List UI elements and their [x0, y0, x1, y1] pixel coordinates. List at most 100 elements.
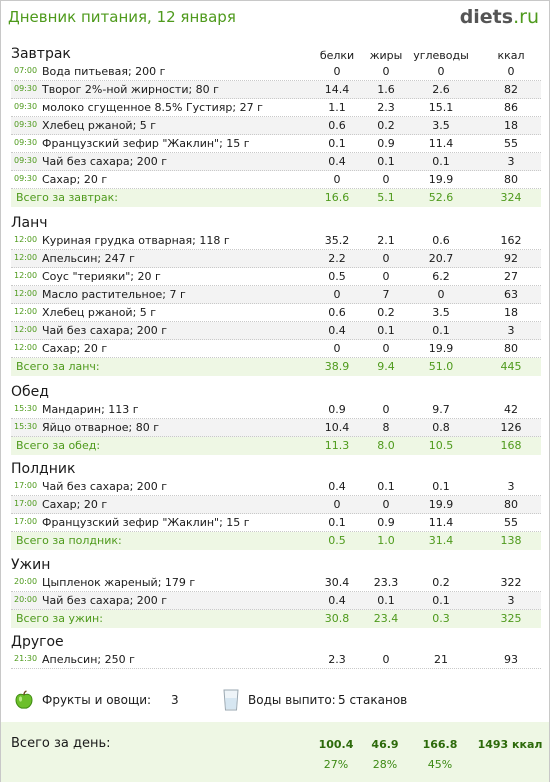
food-name[interactable]: Апельсин; 250 г: [42, 653, 135, 666]
fruits-value: 3: [171, 693, 179, 707]
food-row[interactable]: 07:00 Вода питьевая; 200 г 0 0 0 0: [11, 63, 541, 81]
food-carbs: 0.1: [432, 480, 450, 493]
food-name[interactable]: молоко сгущенное 8.5% Густияр; 27 г: [42, 101, 263, 114]
day-total-panel: Всего за день: 100.4 46.9 166.8 1493 кка…: [1, 722, 549, 782]
food-name[interactable]: Вода питьевая; 200 г: [42, 65, 166, 78]
water-glass-icon: [223, 689, 239, 711]
food-row[interactable]: 09:30 Чай без сахара; 200 г 0.4 0.1 0.1 3: [11, 153, 541, 171]
food-protein: 14.4: [324, 83, 350, 96]
meal-total-kcal: 324: [500, 191, 522, 204]
meal-total-kcal: 445: [500, 360, 522, 373]
food-row[interactable]: 12:00 Чай без сахара; 200 г 0.4 0.1 0.1 3: [11, 322, 541, 340]
food-time: 12:00: [14, 271, 38, 280]
food-fat: 0.9: [377, 516, 395, 529]
food-row[interactable]: 21:30 Апельсин; 250 г 2.3 0 21 93: [11, 651, 541, 669]
site-logo[interactable]: diets.ru: [460, 6, 539, 28]
meal-title: Ужин: [11, 557, 51, 573]
food-kcal: 80: [504, 498, 518, 511]
food-name[interactable]: Сахар; 20 г: [42, 342, 108, 355]
food-kcal: 18: [504, 306, 518, 319]
food-time: 20:00: [14, 595, 38, 604]
meal-title: Завтрак: [11, 46, 71, 62]
food-name[interactable]: Куриная грудка отварная; 118 г: [42, 234, 230, 247]
food-row[interactable]: 15:30 Яйцо отварное; 80 г 10.4 8 0.8 126: [11, 419, 541, 437]
food-time: 09:30: [14, 120, 38, 129]
food-name[interactable]: Яйцо отварное; 80 г: [42, 421, 160, 434]
food-name[interactable]: Масло растительное; 7 г: [42, 288, 186, 301]
food-row[interactable]: 12:00 Апельсин; 247 г 2.2 0 20.7 92: [11, 250, 541, 268]
food-kcal: 3: [507, 480, 515, 493]
food-protein: 0.4: [328, 480, 346, 493]
food-name[interactable]: Чай без сахара; 200 г: [42, 324, 168, 337]
meal-total-carbs: 31.4: [428, 534, 454, 547]
food-carbs: 2.6: [432, 83, 450, 96]
food-protein: 0: [333, 342, 341, 355]
meal-title: Другое: [11, 634, 64, 650]
food-fat: 23.3: [373, 576, 399, 589]
food-row[interactable]: 09:30 Творог 2%-ной жирности; 80 г 14.4 1.6…: [11, 81, 541, 99]
meal-total-fat: 9.4: [377, 360, 395, 373]
food-row[interactable]: 12:00 Хлебец ржаной; 5 г 0.6 0.2 3.5 18: [11, 304, 541, 322]
food-row[interactable]: 09:30 Французский зефир "Жаклин"; 15 г 0.1…: [11, 135, 541, 153]
food-name[interactable]: Апельсин; 247 г: [42, 252, 135, 265]
food-name[interactable]: Цыпленок жареный; 179 г: [42, 576, 196, 589]
food-fat: 0.1: [377, 594, 395, 607]
food-name[interactable]: Чай без сахара; 200 г: [42, 594, 168, 607]
food-kcal: 27: [504, 270, 518, 283]
food-protein: 1.1: [328, 101, 346, 114]
day-total-kcal: 1493 ккал: [477, 738, 543, 751]
food-time: 09:30: [14, 102, 38, 111]
food-kcal: 3: [507, 155, 515, 168]
food-row[interactable]: 15:30 Мандарин; 113 г 0.9 0 9.7 42: [11, 401, 541, 419]
water-value: 5 стаканов: [338, 693, 408, 707]
food-name[interactable]: Мандарин; 113 г: [42, 403, 139, 416]
food-carbs: 3.5: [432, 119, 450, 132]
food-fat: 0: [382, 498, 390, 511]
food-name[interactable]: Хлебец ржаной; 5 г: [42, 306, 157, 319]
food-name[interactable]: Сахар; 20 г: [42, 498, 108, 511]
food-name[interactable]: Хлебец ржаной; 5 г: [42, 119, 157, 132]
day-total-carbs: 166.8: [422, 738, 458, 751]
food-kcal: 42: [504, 403, 518, 416]
food-name[interactable]: Чай без сахара; 200 г: [42, 480, 168, 493]
food-row[interactable]: 12:00 Куриная грудка отварная; 118 г 35.2 2…: [11, 232, 541, 250]
food-row[interactable]: 09:30 Хлебец ржаной; 5 г 0.6 0.2 3.5 18: [11, 117, 541, 135]
food-row[interactable]: 17:00 Французский зефир "Жаклин"; 15 г 0.1…: [11, 514, 541, 532]
food-fat: 1.6: [377, 83, 395, 96]
food-time: 09:30: [14, 84, 38, 93]
food-protein: 0: [333, 288, 341, 301]
food-row[interactable]: 12:00 Масло растительное; 7 г 0 7 0 63: [11, 286, 541, 304]
meal-rows: 15:30 Мандарин; 113 г 0.9 0 9.7 42 15:30 Яйцо о…: [11, 401, 541, 455]
food-name[interactable]: Сахар; 20 г: [42, 173, 108, 186]
food-row[interactable]: 17:00 Сахар; 20 г 0 0 19.9 80: [11, 496, 541, 514]
food-kcal: 80: [504, 173, 518, 186]
meal-total-carbs: 0.3: [432, 612, 450, 625]
meal-total-row: Всего за ланч: 38.9 9.4 51.0 445: [11, 358, 541, 376]
food-carbs: 11.4: [428, 137, 454, 150]
meal-total-kcal: 325: [500, 612, 522, 625]
food-protein: 0.9: [328, 403, 346, 416]
day-carbs-percent: 45%: [427, 758, 453, 771]
food-name[interactable]: Творог 2%-ной жирности; 80 г: [42, 83, 219, 96]
food-row[interactable]: 12:00 Соус "терияки"; 20 г 0.5 0 6.2 27: [11, 268, 541, 286]
food-name[interactable]: Французский зефир "Жаклин"; 15 г: [42, 137, 250, 150]
food-fat: 0.9: [377, 137, 395, 150]
food-time: 15:30: [14, 404, 38, 413]
food-row[interactable]: 12:00 Сахар; 20 г 0 0 19.9 80: [11, 340, 541, 358]
food-row[interactable]: 20:00 Чай без сахара; 200 г 0.4 0.1 0.1 3: [11, 592, 541, 610]
food-fat: 7: [382, 288, 390, 301]
food-row[interactable]: 20:00 Цыпленок жареный; 179 г 30.4 23.3 0.2 3…: [11, 574, 541, 592]
food-protein: 0.4: [328, 155, 346, 168]
meal-rows: 17:00 Чай без сахара; 200 г 0.4 0.1 0.1 3 17:0…: [11, 478, 541, 550]
meal-title: Ланч: [11, 215, 48, 231]
food-name[interactable]: Французский зефир "Жаклин"; 15 г: [42, 516, 250, 529]
food-kcal: 55: [504, 137, 518, 150]
food-row[interactable]: 09:30 Сахар; 20 г 0 0 19.9 80: [11, 171, 541, 189]
food-row[interactable]: 17:00 Чай без сахара; 200 г 0.4 0.1 0.1 3: [11, 478, 541, 496]
food-fat: 0: [382, 173, 390, 186]
column-header-kcal: ккал: [497, 49, 525, 62]
food-name[interactable]: Чай без сахара; 200 г: [42, 155, 168, 168]
food-row[interactable]: 09:30 молоко сгущенное 8.5% Густияр; 27 г…: [11, 99, 541, 117]
food-time: 12:00: [14, 325, 38, 334]
food-name[interactable]: Соус "терияки"; 20 г: [42, 270, 161, 283]
